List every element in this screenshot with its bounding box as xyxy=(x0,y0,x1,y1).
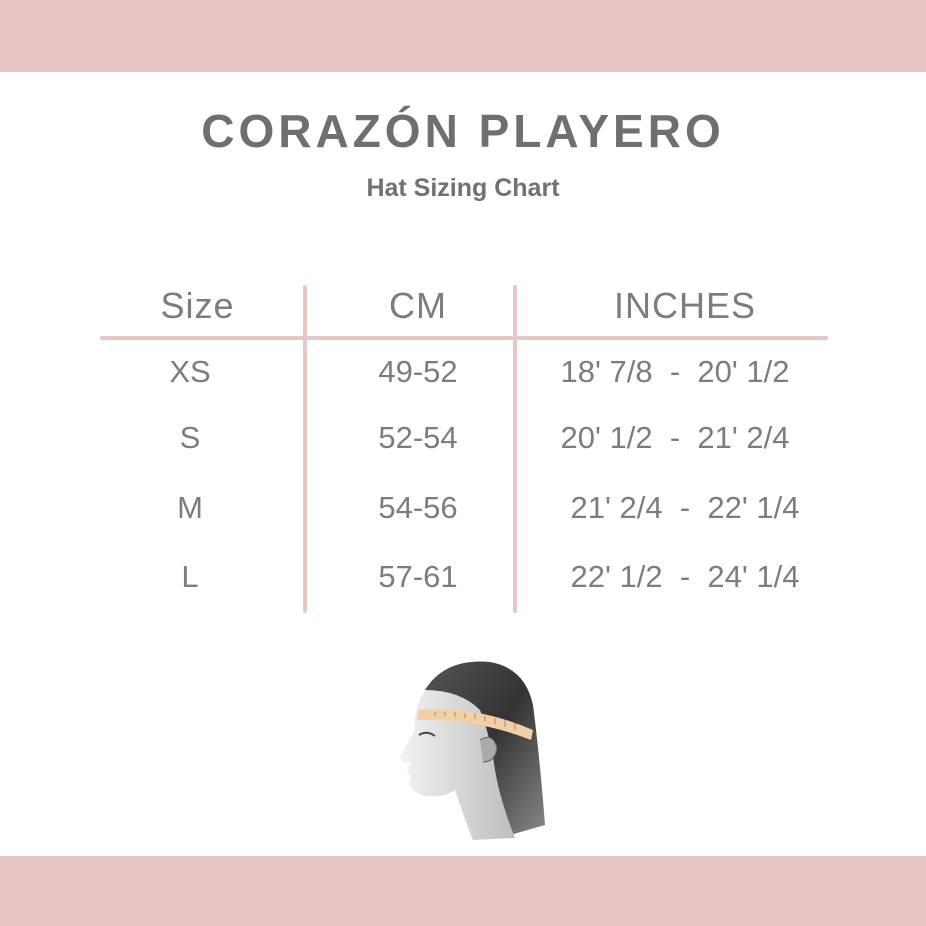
header-divider xyxy=(100,336,828,340)
size-cell: XS xyxy=(169,354,211,389)
inches-cell: 18' 7/8 - 20' 1/2 xyxy=(560,354,790,389)
column-divider xyxy=(513,285,517,613)
size-cell: S xyxy=(179,420,201,455)
inches-cell: 21' 2/4 - 22' 1/4 xyxy=(570,490,800,525)
size-cell: L xyxy=(181,559,199,594)
chart-subtitle: Hat Sizing Chart xyxy=(366,174,560,202)
inches-cell: 22' 1/2 - 24' 1/4 xyxy=(570,559,800,594)
size-cell: M xyxy=(177,490,203,525)
tape-ticks xyxy=(434,712,516,730)
cm-cell: 52-54 xyxy=(378,420,458,455)
header-size: Size xyxy=(160,285,235,326)
cm-cell: 54-56 xyxy=(378,490,458,525)
cm-cell: 49-52 xyxy=(378,354,458,389)
head-measuring-illustration xyxy=(399,661,545,840)
top-band xyxy=(0,0,926,72)
bottom-band xyxy=(0,856,926,926)
brand-title: CORAZÓN PLAYERO xyxy=(201,105,725,157)
header-inches: INCHES xyxy=(613,285,757,326)
header-cm: CM xyxy=(389,285,447,326)
inches-cell: 20' 1/2 - 21' 2/4 xyxy=(560,420,790,455)
cm-cell: 57-61 xyxy=(378,559,458,594)
column-divider xyxy=(303,285,307,613)
